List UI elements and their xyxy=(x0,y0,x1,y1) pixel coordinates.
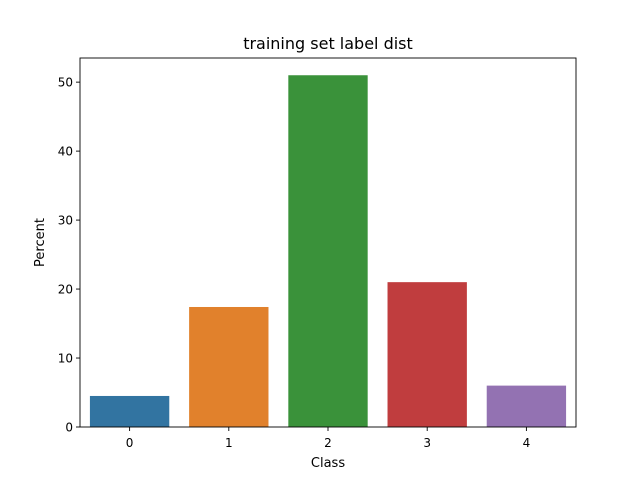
x-axis-label: Class xyxy=(311,456,345,471)
bar-class-4 xyxy=(486,385,567,427)
y-tick-label: 50 xyxy=(58,76,73,90)
bar-class-1 xyxy=(189,306,269,427)
y-tick-label: 30 xyxy=(58,214,73,228)
x-tick-label: 3 xyxy=(423,436,431,450)
bar-class-0 xyxy=(89,395,170,427)
y-axis: 0 10 20 30 40 50 xyxy=(58,76,80,435)
bars-group xyxy=(89,75,567,428)
y-tick-label: 0 xyxy=(65,421,73,435)
x-tick-label: 2 xyxy=(324,436,332,450)
x-tick-label: 1 xyxy=(225,436,233,450)
plot-frame xyxy=(79,57,577,428)
bar-class-2 xyxy=(288,75,368,428)
x-tick-label: 0 xyxy=(126,436,134,450)
y-tick-label: 20 xyxy=(58,283,73,297)
y-axis-label: Percent xyxy=(33,218,48,267)
y-tick-label: 40 xyxy=(58,145,73,159)
y-tick-label: 10 xyxy=(58,352,73,366)
chart-title: training set label dist xyxy=(243,34,413,53)
x-axis: 0 1 2 3 4 xyxy=(126,427,530,450)
bar-class-3 xyxy=(387,282,467,427)
x-tick-label: 4 xyxy=(523,436,531,450)
